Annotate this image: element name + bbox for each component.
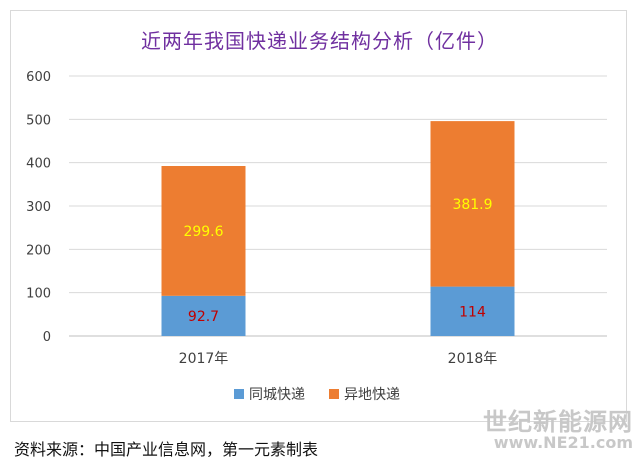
legend-swatch-intercity xyxy=(329,389,339,399)
bar-intercity-2 xyxy=(430,121,515,287)
chart-title: 近两年我国快递业务结构分析（亿件） xyxy=(141,29,498,53)
legend-label: 异地快递 xyxy=(344,387,400,403)
bar-intracity-2 xyxy=(430,286,515,336)
legend-swatch-intracity xyxy=(234,389,244,399)
data-label: 381.9 xyxy=(452,197,492,213)
watermark: 世纪新能源网 www.NE21.com xyxy=(483,408,633,453)
data-label: 92.7 xyxy=(188,309,219,325)
y-tick-label: 500 xyxy=(26,113,51,128)
data-label: 299.6 xyxy=(183,224,223,240)
x-tick-label: 2017年 xyxy=(179,351,229,367)
x-tick-label: 2018年 xyxy=(448,351,498,367)
bar-chart: 0 100 200 300 400 500 600 92.7 299.6 2017年 114 381.… xyxy=(26,70,607,403)
y-tick-label: 0 xyxy=(43,330,51,345)
y-tick-label: 600 xyxy=(26,70,51,85)
y-tick-label: 200 xyxy=(26,243,51,258)
legend-label: 同城快递 xyxy=(249,387,305,403)
y-tick-label: 400 xyxy=(26,157,51,172)
y-tick-label: 300 xyxy=(26,200,51,215)
watermark-text: 世纪新能源网 xyxy=(483,408,633,436)
watermark-url: www.NE21.com xyxy=(493,433,633,453)
data-label: 114 xyxy=(459,304,486,320)
y-tick-label: 100 xyxy=(26,287,51,302)
chart-frame: 近两年我国快递业务结构分析（亿件） 0 100 200 300 400 500 600 92.… xyxy=(10,10,627,422)
bar-intercity-1 xyxy=(161,166,246,296)
source-note: 资料来源：中国产业信息网，第一元素制表 xyxy=(14,440,319,459)
bar-intracity-1 xyxy=(161,295,246,336)
